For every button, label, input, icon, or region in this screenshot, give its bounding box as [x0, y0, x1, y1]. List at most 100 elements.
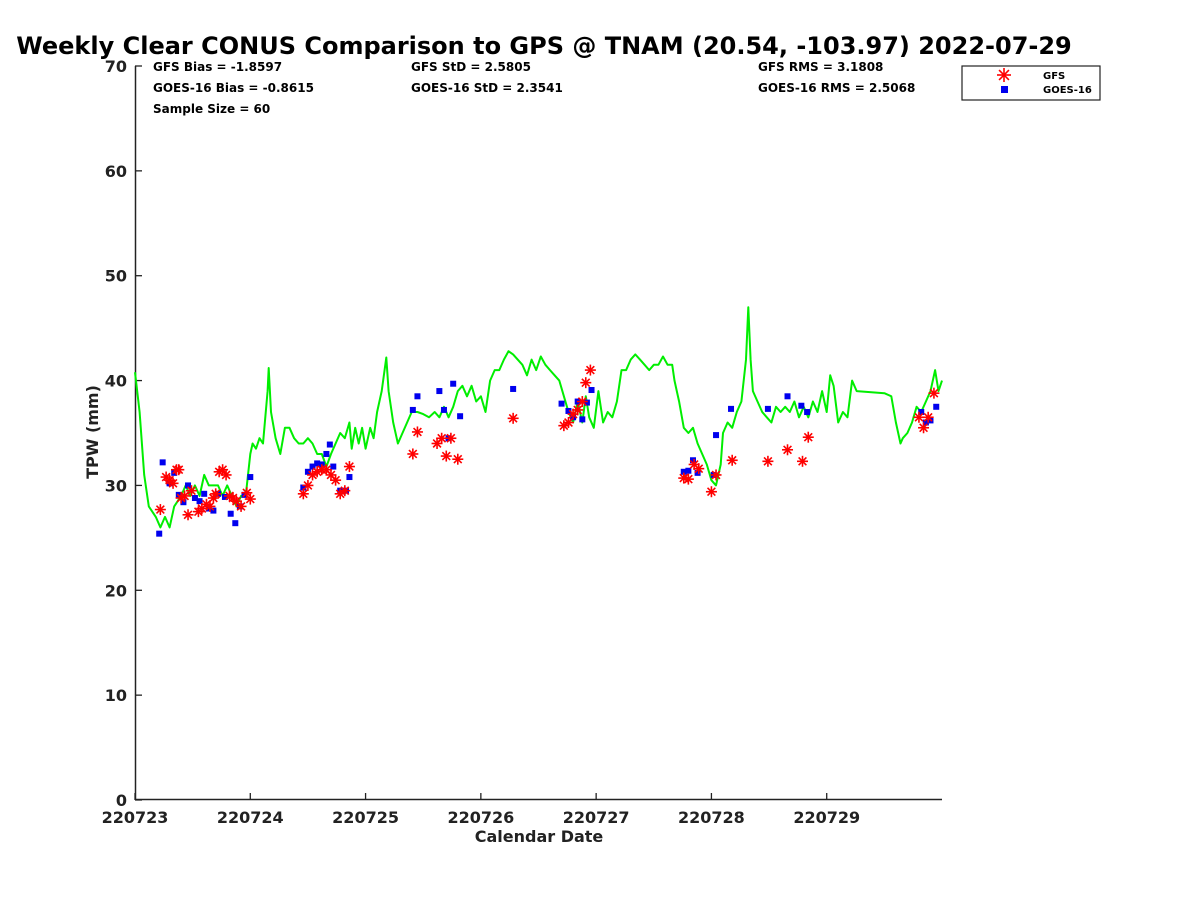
x-tick-label: 220729: [793, 808, 860, 827]
gfs-point: [928, 387, 940, 399]
gfs-point: [235, 500, 247, 512]
goes-16-point: [227, 510, 234, 517]
legend-gfs-marker: [997, 68, 1011, 82]
goes-16-point: [326, 441, 333, 448]
gfs-point: [297, 488, 309, 500]
y-tick-label: 20: [105, 581, 127, 600]
gfs-point: [302, 479, 314, 491]
x-tick-label: 220726: [447, 808, 514, 827]
sample-size-stat: Sample Size = 60: [153, 102, 270, 116]
goes-16-point: [804, 409, 811, 416]
y-tick-label: 10: [105, 686, 127, 705]
goes-16-point: [436, 388, 443, 395]
gfs-point: [576, 396, 588, 408]
goes-16-point: [685, 467, 692, 474]
gfs-point: [244, 493, 256, 505]
gfs-point: [922, 411, 934, 423]
goes-16-point: [694, 469, 701, 476]
goes-16-point: [922, 419, 929, 426]
goes-16-point: [232, 520, 239, 527]
legend-box: [961, 65, 1101, 101]
goes-16-point: [221, 493, 228, 500]
x-tick-label: 220728: [678, 808, 745, 827]
gfs-point: [507, 412, 519, 424]
goes-16-point: [314, 460, 321, 467]
goes-16-point: [414, 393, 421, 400]
gfs-point: [452, 453, 464, 465]
goes-16-point: [159, 459, 166, 466]
gfs-point: [339, 485, 351, 497]
goes-16-point: [713, 432, 720, 439]
x-axis-label: Calendar Date: [475, 827, 604, 846]
gfs-point: [182, 509, 194, 521]
legend-goes-label: GOES-16: [1043, 85, 1092, 96]
gfs-point: [445, 432, 457, 444]
goes-16-point: [689, 457, 696, 464]
goes-16-point: [330, 463, 337, 470]
gfs-point: [343, 461, 355, 473]
goes-rms-stat: GOES-16 RMS = 2.5068: [758, 81, 915, 95]
goes-16-point: [728, 405, 735, 412]
goes-16-point: [680, 468, 687, 475]
gfs-point: [407, 448, 419, 460]
gfs-point: [154, 504, 166, 516]
goes-16-point: [450, 380, 457, 387]
gfs-point: [173, 464, 185, 476]
goes-bias-stat: GOES-16 Bias = -0.8615: [153, 81, 314, 95]
gfs-point: [220, 469, 232, 481]
gfs-point: [693, 463, 705, 475]
goes-16-point: [201, 490, 208, 497]
gfs-point: [682, 473, 694, 485]
gfs-point: [411, 426, 423, 438]
gfs-rms-stat: GFS RMS = 3.1808: [758, 60, 883, 74]
gfs-point: [802, 431, 814, 443]
goes-16-point: [156, 530, 163, 537]
chart-title: Weekly Clear CONUS Comparison to GPS @ T…: [16, 32, 1072, 60]
gfs-point: [572, 404, 584, 416]
x-tick-label: 220725: [332, 808, 399, 827]
gfs-point: [584, 364, 596, 376]
goes-16-point: [247, 474, 254, 481]
goes-16-point: [583, 399, 590, 406]
goes-16-point: [180, 499, 187, 506]
y-ticks: 0 10 20 30 40 50 60 70: [105, 57, 142, 810]
y-tick-label: 40: [105, 372, 127, 391]
gfs-bias-stat: GFS Bias = -1.8597: [153, 60, 282, 74]
x-tick-label: 220727: [563, 808, 630, 827]
goes-std-stat: GOES-16 StD = 2.3541: [411, 81, 563, 95]
legend: GFS GOES-16: [961, 65, 1101, 101]
goes-16-point: [918, 409, 925, 416]
legend-goes-marker: [1001, 86, 1008, 93]
goes-16-point: [510, 385, 517, 392]
goes-16-point: [565, 407, 572, 414]
x-tick-label: 220724: [217, 808, 284, 827]
y-tick-label: 0: [116, 791, 127, 810]
goes-16-point: [409, 406, 416, 413]
goes-16-point: [304, 468, 311, 475]
gfs-point: [782, 444, 794, 456]
plot-area: [134, 306, 943, 537]
goes-16-point: [764, 405, 771, 412]
goes-16-point: [784, 393, 791, 400]
gfs-point: [210, 488, 222, 500]
gfs-point: [330, 474, 342, 486]
goes-16-point: [579, 416, 586, 423]
x-tick-label: 220723: [102, 808, 169, 827]
gfs-point: [562, 417, 574, 429]
goes-16-point: [798, 402, 805, 409]
goes-16-point: [346, 474, 353, 481]
x-ticks: 220723 220724 220725 220726 220727 220728 2207…: [102, 793, 860, 827]
goes-16-point: [558, 400, 565, 407]
goes-16-point: [323, 450, 330, 457]
gfs-point: [204, 500, 216, 512]
goes-16-point: [196, 498, 203, 505]
gfs-point: [762, 455, 774, 467]
goes-16-point: [440, 406, 447, 413]
goes-16-point: [300, 484, 307, 491]
gfs-point: [797, 455, 809, 467]
goes-16-point: [191, 495, 198, 502]
goes-16-point: [933, 403, 940, 410]
y-tick-label: 50: [105, 267, 127, 286]
legend-gfs-label: GFS: [1043, 71, 1065, 82]
